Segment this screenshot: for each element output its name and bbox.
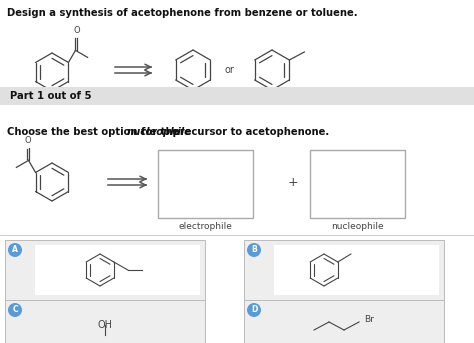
Text: Choose the best option for the: Choose the best option for the bbox=[7, 127, 183, 137]
Text: O: O bbox=[73, 26, 80, 35]
Circle shape bbox=[8, 243, 22, 257]
Text: A: A bbox=[12, 246, 18, 255]
Bar bbox=[158, 150, 253, 218]
Bar bbox=[274, 245, 439, 295]
Bar bbox=[35, 245, 200, 295]
Text: or: or bbox=[224, 65, 234, 75]
Text: O: O bbox=[24, 137, 31, 145]
Bar bbox=[0, 87, 474, 105]
Text: nucleophile: nucleophile bbox=[127, 127, 191, 137]
Text: nucleophile: nucleophile bbox=[331, 222, 384, 231]
Circle shape bbox=[247, 243, 261, 257]
Bar bbox=[5, 240, 205, 300]
Bar bbox=[310, 150, 405, 218]
Text: C: C bbox=[12, 306, 18, 315]
Text: Design a synthesis of acetophenone from benzene or toluene.: Design a synthesis of acetophenone from … bbox=[7, 8, 357, 18]
Bar bbox=[244, 240, 444, 300]
Text: B: B bbox=[251, 246, 257, 255]
Text: precursor to acetophenone.: precursor to acetophenone. bbox=[169, 127, 329, 137]
Text: Br: Br bbox=[364, 316, 374, 324]
Text: OH: OH bbox=[98, 320, 112, 330]
Bar bbox=[5, 300, 205, 343]
Bar bbox=[244, 300, 444, 343]
Text: D: D bbox=[251, 306, 257, 315]
Text: electrophile: electrophile bbox=[179, 222, 232, 231]
Circle shape bbox=[247, 303, 261, 317]
Text: Part 1 out of 5: Part 1 out of 5 bbox=[10, 91, 91, 101]
Text: +: + bbox=[288, 176, 298, 189]
Circle shape bbox=[8, 303, 22, 317]
